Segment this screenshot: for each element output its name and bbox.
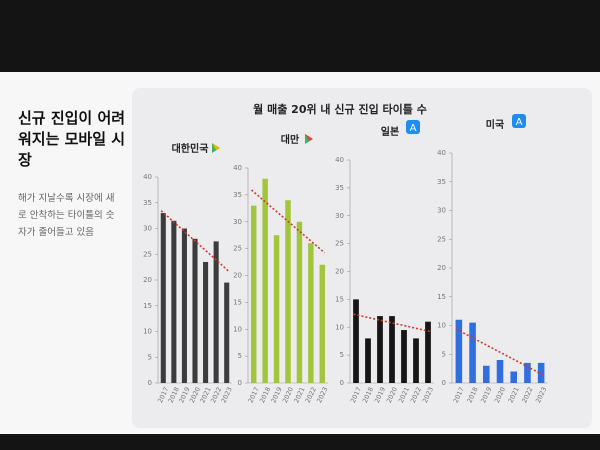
- bar: [308, 243, 314, 383]
- y-tick-label: 20: [143, 276, 152, 284]
- y-tick-label: 15: [335, 295, 344, 303]
- trend-line: [250, 189, 326, 254]
- trend-line: [353, 313, 431, 333]
- y-tick-label: 5: [340, 351, 344, 359]
- bar: [524, 362, 531, 383]
- y-tick-label: 5: [442, 350, 446, 358]
- y-tick-label: 20: [233, 272, 242, 280]
- y-tick-label: 35: [233, 191, 242, 199]
- play-icon: [305, 134, 313, 144]
- bar: [203, 261, 209, 383]
- appstore-icon: A: [406, 120, 420, 134]
- bar: [537, 362, 545, 383]
- y-tick-label: 30: [437, 207, 446, 215]
- bar: [250, 205, 257, 383]
- y-tick-label: 40: [143, 173, 152, 181]
- y-tick-label: 30: [233, 218, 242, 226]
- chart-label: 대만: [281, 133, 300, 146]
- heading-box: 신규 진입이 어려워지는 모바일 시장: [18, 109, 126, 169]
- bar: [171, 220, 177, 383]
- y-tick-label: 40: [335, 156, 344, 164]
- bar: [192, 238, 198, 383]
- svg-text:A: A: [516, 117, 523, 128]
- bar: [319, 264, 326, 383]
- y-tick-label: 20: [335, 268, 344, 276]
- y-tick-label: 25: [233, 245, 242, 253]
- bar: [455, 319, 463, 383]
- chart-label: 일본: [381, 125, 399, 138]
- svg-text:A: A: [410, 123, 417, 134]
- y-tick-label: 10: [233, 325, 242, 333]
- bar: [262, 178, 268, 383]
- bar: [401, 330, 407, 383]
- y-tick-label: 0: [148, 379, 152, 387]
- y-tick-label: 10: [143, 328, 152, 336]
- heading: 신규 진입이 어려워지는 모바일 시장: [18, 109, 126, 169]
- y-tick-label: 20: [437, 264, 446, 272]
- y-tick-label: 0: [442, 379, 446, 387]
- y-tick-label: 0: [238, 379, 242, 387]
- bar: [496, 360, 504, 383]
- bar: [377, 316, 383, 383]
- chart-panel: [132, 88, 592, 428]
- bar: [296, 221, 303, 383]
- y-tick-label: 35: [437, 178, 446, 186]
- y-tick-label: 5: [148, 353, 152, 361]
- y-tick-label: 15: [437, 293, 446, 301]
- bar: [160, 213, 166, 383]
- bar: [285, 200, 291, 383]
- description: 해가 지날수록 시장에 새로 안착하는 타이틀의 숫자가 줄어들고 있음: [18, 193, 115, 238]
- y-tick-label: 40: [437, 149, 446, 157]
- y-tick-label: 30: [143, 225, 152, 233]
- y-tick-label: 30: [335, 212, 344, 220]
- chart-label: 대한민국: [172, 142, 209, 155]
- y-tick-label: 35: [143, 199, 152, 207]
- chart-label: 미국: [486, 118, 504, 131]
- bar: [413, 338, 419, 383]
- chart-title: 월 매출 20위 내 신규 진입 타이틀 수: [253, 102, 427, 116]
- y-tick-label: 25: [335, 240, 344, 248]
- y-tick-label: 15: [143, 302, 152, 310]
- bar: [482, 365, 490, 383]
- y-tick-label: 10: [437, 322, 446, 330]
- y-tick-label: 25: [143, 250, 152, 258]
- play-icon: [212, 143, 220, 153]
- y-tick-label: 5: [238, 352, 242, 360]
- bar: [425, 321, 431, 383]
- bar: [224, 282, 230, 383]
- bar: [273, 235, 280, 383]
- bar: [389, 316, 395, 383]
- bar: [365, 338, 371, 383]
- bar: [213, 241, 219, 383]
- y-tick-label: 35: [335, 184, 344, 192]
- y-tick-label: 10: [335, 323, 344, 331]
- description-box: 해가 지날수록 시장에 새로 안착하는 타이틀의 숫자가 줄어들고 있음: [18, 193, 115, 238]
- trend-line: [160, 210, 230, 272]
- bar: [181, 228, 187, 383]
- appstore-icon: A: [512, 114, 526, 128]
- bar: [469, 322, 476, 383]
- bar: [510, 371, 518, 383]
- y-tick-label: 25: [437, 235, 446, 243]
- y-tick-label: 0: [340, 379, 344, 387]
- y-tick-label: 15: [233, 298, 242, 306]
- bar: [353, 299, 359, 383]
- y-tick-label: 40: [233, 164, 242, 172]
- trend-line: [455, 328, 545, 377]
